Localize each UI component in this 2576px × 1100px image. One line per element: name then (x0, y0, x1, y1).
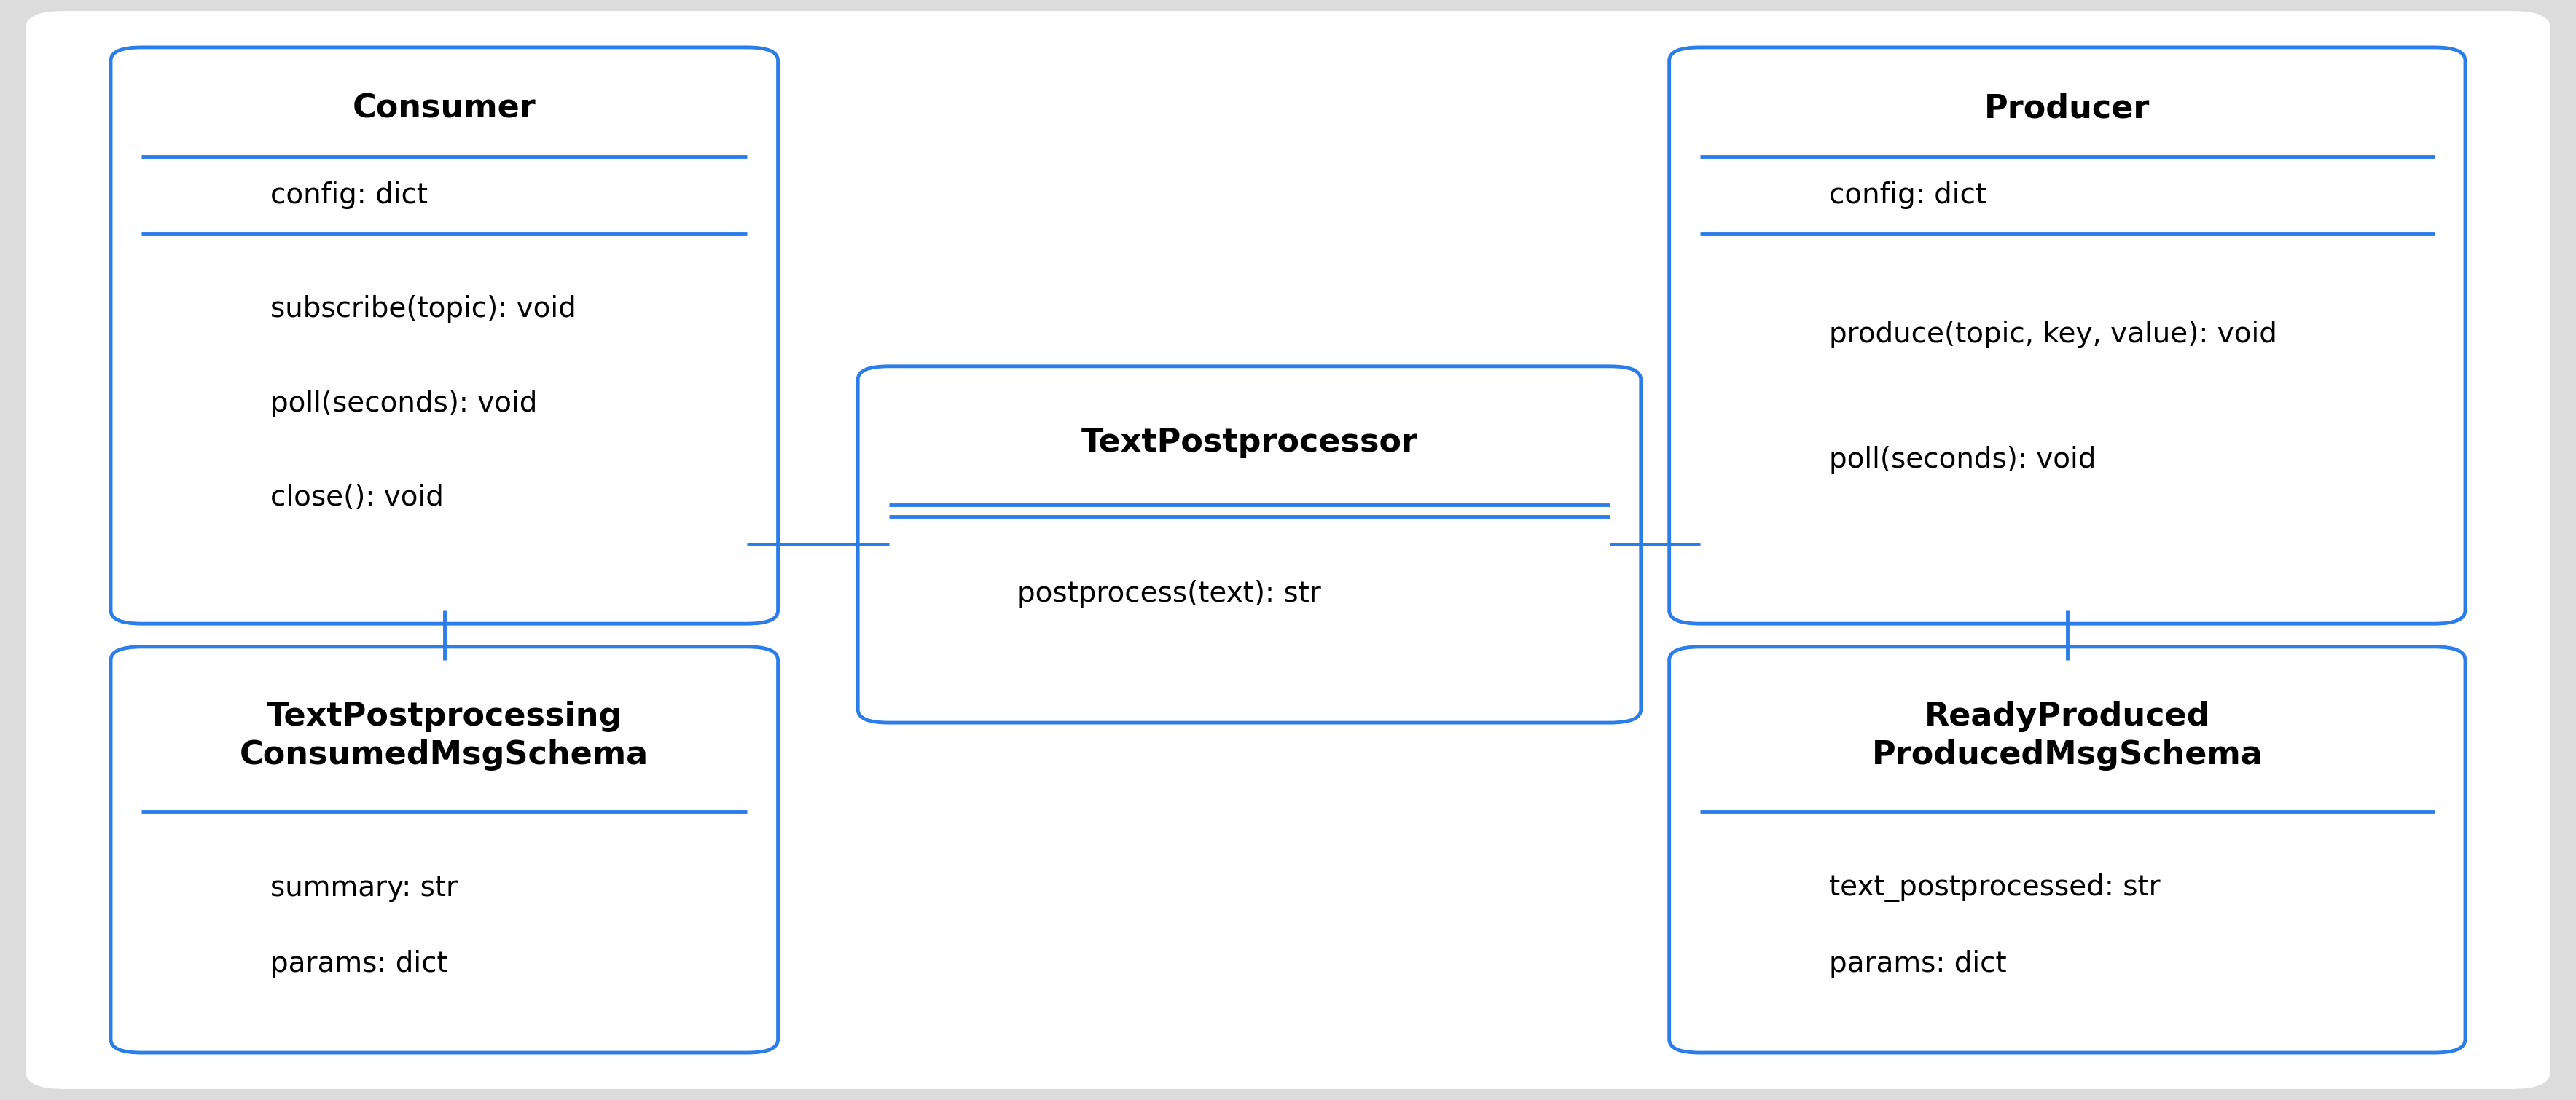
FancyBboxPatch shape (111, 47, 778, 624)
FancyBboxPatch shape (1669, 47, 2465, 624)
Text: close(): void: close(): void (270, 484, 443, 511)
Text: params: dict: params: dict (1829, 949, 2007, 978)
Text: Consumer: Consumer (353, 94, 536, 124)
Text: Producer: Producer (1984, 94, 2151, 124)
FancyBboxPatch shape (111, 647, 778, 1053)
Text: config: dict: config: dict (270, 182, 428, 209)
Text: poll(seconds): void: poll(seconds): void (1829, 446, 2097, 474)
Text: subscribe(topic): void: subscribe(topic): void (270, 295, 577, 323)
Text: ReadyProduced
ProducedMsgSchema: ReadyProduced ProducedMsgSchema (1873, 701, 2262, 771)
Text: config: dict: config: dict (1829, 182, 1986, 209)
Text: TextPostprocessor: TextPostprocessor (1082, 427, 1417, 458)
Text: params: dict: params: dict (270, 949, 448, 978)
Text: poll(seconds): void: poll(seconds): void (270, 389, 538, 417)
Text: TextPostprocessing
ConsumedMsgSchema: TextPostprocessing ConsumedMsgSchema (240, 701, 649, 771)
Text: summary: str: summary: str (270, 873, 459, 902)
FancyBboxPatch shape (1669, 647, 2465, 1053)
Text: produce(topic, key, value): void: produce(topic, key, value): void (1829, 320, 2277, 348)
FancyBboxPatch shape (858, 366, 1641, 723)
FancyBboxPatch shape (26, 11, 2550, 1089)
Text: text_postprocessed: str: text_postprocessed: str (1829, 873, 2161, 902)
Text: postprocess(text): str: postprocess(text): str (1018, 580, 1321, 607)
